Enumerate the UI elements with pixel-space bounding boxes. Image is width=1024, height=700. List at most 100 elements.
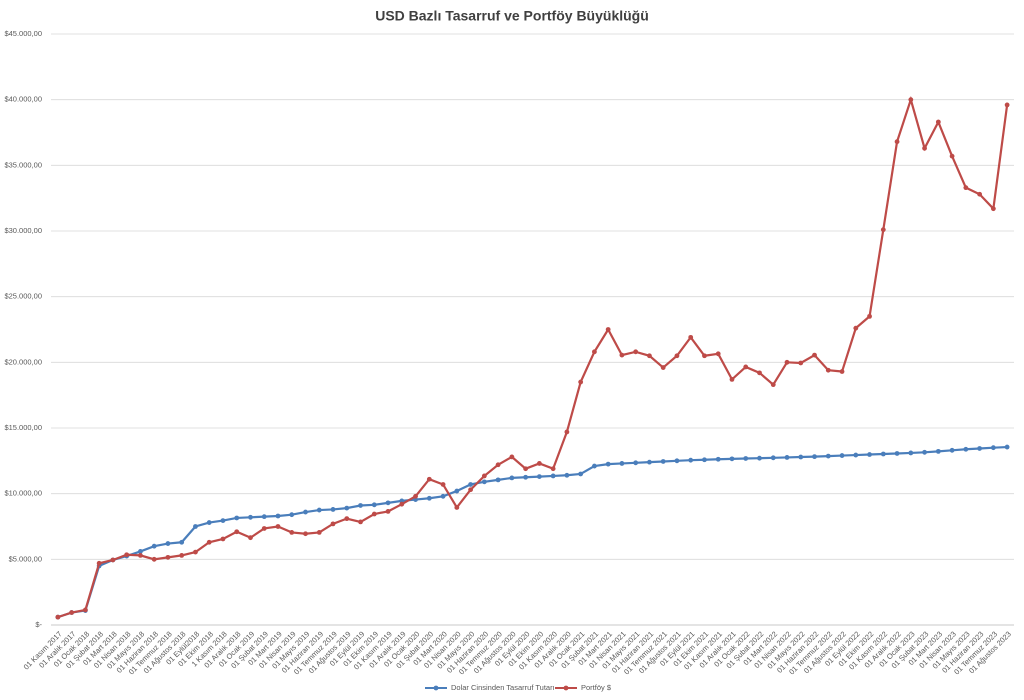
marker xyxy=(798,360,804,366)
marker xyxy=(179,552,185,558)
marker xyxy=(688,334,694,340)
marker xyxy=(165,554,171,560)
marker xyxy=(702,457,707,463)
marker xyxy=(647,353,652,359)
marker xyxy=(550,466,556,472)
marker xyxy=(261,514,267,520)
marker xyxy=(729,456,735,462)
marker xyxy=(440,493,446,499)
marker xyxy=(220,518,226,523)
marker xyxy=(495,462,501,468)
marker xyxy=(165,541,171,546)
line xyxy=(57,95,1009,619)
marker xyxy=(124,552,130,558)
marker xyxy=(358,519,363,525)
y-tick-label: $25.000,00 xyxy=(4,292,42,301)
marker xyxy=(825,367,831,373)
marker xyxy=(358,503,363,508)
legend-marker xyxy=(563,685,569,691)
marker xyxy=(812,352,817,358)
marker xyxy=(990,206,996,212)
marker xyxy=(179,539,185,545)
marker xyxy=(468,482,473,487)
y-tick-label: $- xyxy=(35,620,42,629)
marker xyxy=(440,482,446,487)
marker xyxy=(316,530,322,535)
marker xyxy=(770,382,776,388)
marker xyxy=(193,549,198,555)
marker xyxy=(757,455,762,461)
marker xyxy=(770,455,776,461)
marker xyxy=(839,369,845,374)
marker xyxy=(495,477,501,483)
marker xyxy=(151,556,157,562)
marker xyxy=(578,471,584,477)
marker xyxy=(647,459,652,465)
marker xyxy=(385,500,391,506)
y-tick-label: $20.000,00 xyxy=(4,357,42,366)
marker xyxy=(275,513,281,519)
y-tick-label: $5.000,00 xyxy=(9,554,42,563)
marker xyxy=(605,461,611,467)
marker xyxy=(110,557,116,563)
marker xyxy=(578,379,584,385)
marker xyxy=(289,530,295,535)
marker xyxy=(908,97,914,103)
marker xyxy=(688,457,694,463)
marker xyxy=(963,185,969,191)
marker xyxy=(399,501,405,507)
marker xyxy=(564,472,570,478)
marker xyxy=(880,451,886,457)
marker xyxy=(454,488,460,494)
marker xyxy=(206,520,212,525)
marker xyxy=(371,502,377,508)
marker xyxy=(69,610,75,615)
marker xyxy=(757,370,762,376)
marker xyxy=(289,512,295,518)
legend-marker xyxy=(433,685,439,691)
marker xyxy=(96,560,102,566)
marker xyxy=(82,607,88,613)
marker xyxy=(674,353,680,359)
y-tick-label: $15.000,00 xyxy=(4,423,42,432)
marker xyxy=(330,507,336,512)
marker xyxy=(138,552,143,558)
marker xyxy=(619,352,625,358)
marker xyxy=(949,447,955,453)
marker xyxy=(935,448,941,454)
marker xyxy=(1004,444,1010,450)
marker xyxy=(867,452,872,457)
marker xyxy=(660,365,666,370)
marker xyxy=(536,461,542,466)
marker xyxy=(536,474,542,479)
marker xyxy=(303,509,308,515)
marker xyxy=(633,460,639,466)
marker xyxy=(344,505,350,511)
marker xyxy=(454,505,460,510)
marker xyxy=(509,475,515,481)
marker xyxy=(812,454,817,460)
marker xyxy=(413,497,418,502)
marker xyxy=(784,359,790,365)
marker xyxy=(275,524,281,529)
marker xyxy=(426,476,432,482)
marker xyxy=(922,449,927,455)
marker xyxy=(234,515,240,521)
marker xyxy=(935,119,941,125)
marker xyxy=(234,529,240,535)
marker xyxy=(908,450,914,456)
marker xyxy=(949,153,955,159)
marker xyxy=(963,446,969,452)
marker xyxy=(702,353,707,359)
marker xyxy=(674,458,680,464)
marker xyxy=(853,325,859,331)
marker xyxy=(55,614,61,620)
marker xyxy=(853,452,859,458)
marker xyxy=(468,487,473,493)
marker xyxy=(509,454,515,460)
marker xyxy=(385,508,391,514)
marker xyxy=(605,327,611,332)
marker xyxy=(977,191,983,197)
marker xyxy=(880,227,886,233)
